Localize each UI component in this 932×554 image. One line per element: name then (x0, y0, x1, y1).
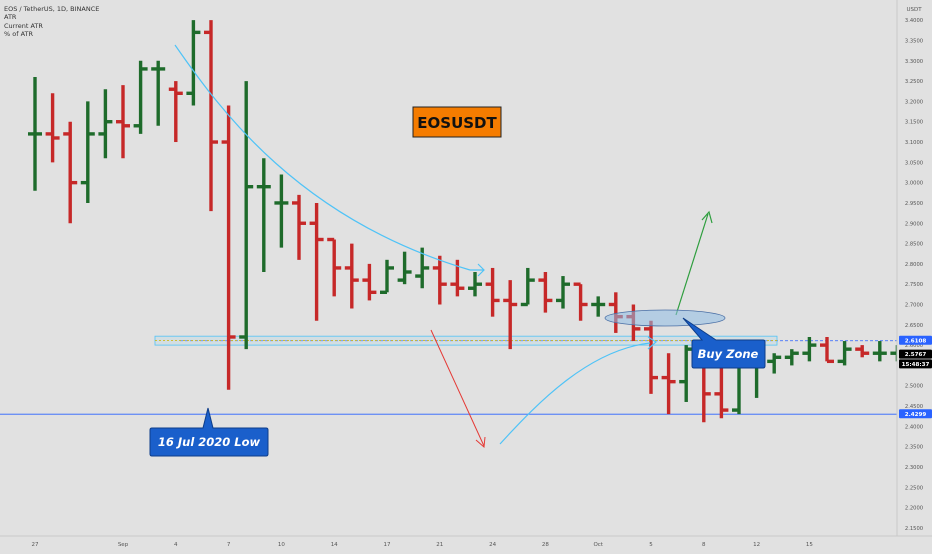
time-tick-label: 27 (32, 542, 39, 548)
ascending-curve (499, 342, 651, 445)
percent-atr-label[interactable]: % of ATR (4, 30, 34, 39)
price-tick-label: 2.8000 (905, 262, 923, 268)
time-tick-label: 10 (278, 542, 285, 548)
time-tick-label: 28 (542, 542, 549, 548)
buy-zone-ellipse (604, 309, 726, 327)
symbol-info[interactable]: EOS / TetherUS, 1D, BINANCE (4, 5, 100, 13)
price-tick-label: 2.9000 (905, 221, 923, 227)
descending-curve-arrowhead (470, 263, 485, 277)
time-tick-label: 15 (806, 542, 813, 548)
price-tick-label: 2.4000 (905, 424, 923, 430)
time-tick-label: 8 (702, 542, 706, 548)
breakout-arrow (675, 213, 709, 316)
price-tick-label: 2.8500 (905, 242, 923, 248)
price-tick-label: 2.3500 (905, 445, 923, 451)
time-tick-label: 5 (649, 542, 653, 548)
price-tick-label: 3.1000 (905, 140, 923, 146)
symbol-label-box (412, 106, 502, 138)
price-bars (28, 20, 905, 423)
price-tick-label: 2.7500 (905, 282, 923, 288)
price-tick-label: 2.7000 (905, 302, 923, 308)
breakdown-arrow (430, 329, 485, 447)
price-tick-label: 3.4000 (905, 18, 923, 24)
price-label-text[interactable]: 15:48:37 (902, 362, 930, 368)
price-tick-label: 2.2000 (905, 506, 923, 512)
price-tick-label: 2.2500 (905, 485, 923, 491)
price-label-text[interactable]: 2.5767 (905, 352, 927, 358)
price-axis-unit: USDT (906, 7, 922, 13)
time-tick-label: 7 (227, 542, 231, 548)
price-label-badge[interactable] (899, 359, 932, 369)
price-label-badge[interactable] (899, 335, 932, 345)
price-label-text[interactable]: 2.6108 (905, 338, 927, 344)
time-tick-label: 4 (174, 542, 178, 548)
time-tick-label: Sep (118, 542, 129, 548)
breakout-arrowhead (701, 210, 713, 224)
price-tick-label: 3.3500 (905, 38, 923, 44)
descending-curve (174, 44, 471, 271)
current-atr-label[interactable]: Current ATR (4, 21, 43, 30)
price-tick-label: 3.3000 (905, 59, 923, 65)
price-label-text[interactable]: 2.4299 (905, 412, 927, 418)
price-label-badge[interactable] (899, 409, 932, 419)
price-tick-label: 3.0000 (905, 181, 923, 187)
ascending-curve-arrowhead (647, 336, 658, 350)
price-tick-label: 3.1500 (905, 120, 923, 126)
price-tick-label: 2.4500 (905, 404, 923, 410)
buy-zone-callout-label: Buy Zone (698, 347, 759, 361)
price-tick-label: 2.9500 (905, 201, 923, 207)
level-layer (0, 335, 897, 415)
price-tick-label: 2.6500 (905, 323, 923, 329)
price-tick-label: 2.1500 (905, 526, 923, 532)
price-tick-label: 2.6000 (905, 343, 923, 349)
time-axis[interactable]: 27 Sep 4 7 10 14 17 21 24 28 Oct 5 8 12 15 (0, 535, 932, 548)
time-tick-label: 21 (436, 542, 443, 548)
price-tick-label: 3.2000 (905, 99, 923, 105)
low-callout-label: 16 Jul 2020 Low (158, 435, 261, 449)
buy-zone-callout-box (682, 317, 766, 369)
price-axis-background[interactable] (897, 0, 932, 550)
price-tick-label: 3.2500 (905, 79, 923, 85)
drawing-layer: EOSUSDT 16 Jul 2020 Low Buy Zone (149, 44, 766, 457)
price-tick-label: 2.5000 (905, 384, 923, 390)
breakdown-arrowhead (475, 436, 486, 449)
time-tick-label: 24 (489, 542, 496, 548)
price-tick-label: 3.0500 (905, 160, 923, 166)
time-tick-label: 17 (384, 542, 391, 548)
low-callout-box (149, 407, 269, 457)
symbol-label: EOSUSDT (417, 114, 497, 132)
atr-indicator-label[interactable]: ATR (4, 13, 17, 22)
time-tick-label: Oct (593, 542, 603, 548)
price-label-badge[interactable] (899, 349, 932, 359)
time-tick-label: 12 (753, 542, 760, 548)
price-tick-label: 2.3000 (905, 465, 923, 471)
time-tick-label: 14 (331, 542, 338, 548)
indicator-legend[interactable]: EOS / TetherUS, 1D, BINANCE ATR Current … (4, 5, 99, 39)
price-axis[interactable]: USDT 3.4000 3.3500 3.3000 3.2500 3.2000 3.1500… (896, 0, 932, 550)
